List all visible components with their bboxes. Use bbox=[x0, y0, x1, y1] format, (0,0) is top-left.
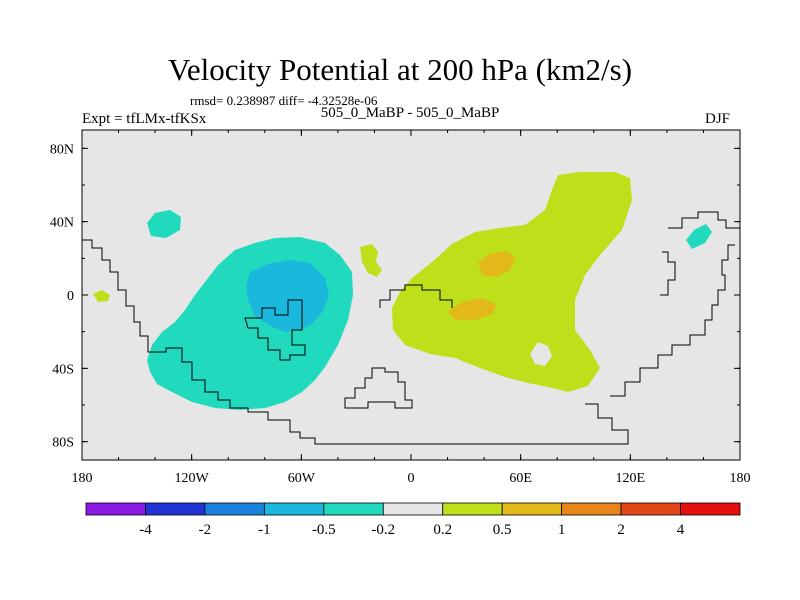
colorbar-swatch bbox=[680, 502, 741, 516]
positive-hole bbox=[530, 342, 552, 366]
x-tick-label: 60E bbox=[509, 471, 532, 486]
colorbar-swatch bbox=[263, 502, 325, 516]
colorbar-swatch bbox=[620, 502, 681, 516]
y-axis: 80N 40N 0 40S 80S bbox=[50, 142, 740, 451]
coastline-americas bbox=[82, 239, 629, 445]
coastline-south-atlantic-islands bbox=[344, 367, 413, 409]
season-label: DJF bbox=[705, 111, 731, 127]
colorbar-swatch bbox=[382, 502, 444, 516]
colorbar-swatch bbox=[501, 502, 563, 516]
y-tick-label: 0 bbox=[67, 289, 74, 304]
colorbar-swatch bbox=[561, 502, 622, 516]
colorbar-label: -0.5 bbox=[312, 522, 336, 538]
coastline-africa-europe bbox=[379, 284, 453, 308]
colorbar-label: 0.2 bbox=[433, 522, 452, 538]
colorbar-label: 1 bbox=[558, 522, 566, 538]
negative-center-west-pacific bbox=[246, 260, 329, 332]
colorbar-label: 0.5 bbox=[493, 522, 512, 538]
stats-label: rmsd= 0.238987 diff= -4.32528e-06 bbox=[190, 93, 378, 108]
negative-small-north-pacific bbox=[147, 210, 181, 238]
positive-core-north bbox=[478, 251, 515, 277]
positive-small-atlantic bbox=[360, 244, 382, 277]
colorbar-swatch bbox=[323, 502, 384, 516]
positive-region-large bbox=[392, 172, 632, 392]
colorbar-label: -4 bbox=[139, 522, 152, 538]
x-tick-label: 180 bbox=[72, 471, 93, 486]
coastline-southern-america bbox=[244, 299, 306, 361]
x-tick-label: 180 bbox=[730, 471, 751, 486]
subtitle-label: 505_0_MaBP - 505_0_MaBP bbox=[320, 105, 500, 121]
colorbar-label: 2 bbox=[617, 522, 625, 538]
colorbar-label: -0.2 bbox=[371, 522, 395, 538]
x-tick-label: 120E bbox=[616, 471, 646, 486]
x-tick-label: 0 bbox=[408, 471, 415, 486]
colorbar-swatch bbox=[442, 502, 503, 516]
experiment-label: Expt = tfLMx-tfKSx bbox=[82, 111, 207, 127]
colorbar-label: -2 bbox=[199, 522, 212, 538]
y-tick-label: 40N bbox=[50, 216, 74, 231]
positive-small-far-west bbox=[93, 290, 110, 302]
y-tick-label: 80N bbox=[50, 142, 74, 157]
colorbar-swatch bbox=[204, 502, 265, 516]
positive-core-south bbox=[448, 298, 496, 320]
y-tick-label: 40S bbox=[52, 362, 74, 377]
colorbar: -4 -2 -1 -0.5 -0.2 0.2 0.5 1 2 4 bbox=[85, 502, 741, 538]
colorbar-swatch bbox=[145, 502, 206, 516]
colorbar-label: -1 bbox=[258, 522, 271, 538]
x-tick-label: 120W bbox=[175, 471, 210, 486]
x-tick-label: 60W bbox=[288, 471, 316, 486]
colorbar-swatch bbox=[85, 502, 146, 516]
chart-title: Velocity Potential at 200 hPa (km2/s) bbox=[167, 52, 633, 87]
coastline-west-pacific bbox=[610, 211, 740, 397]
y-tick-label: 80S bbox=[52, 436, 74, 451]
colorbar-label: 4 bbox=[677, 522, 685, 538]
negative-small-west-pacific bbox=[686, 224, 712, 249]
x-axis: 180 120W 60W 0 60E 120E 180 bbox=[72, 130, 751, 486]
